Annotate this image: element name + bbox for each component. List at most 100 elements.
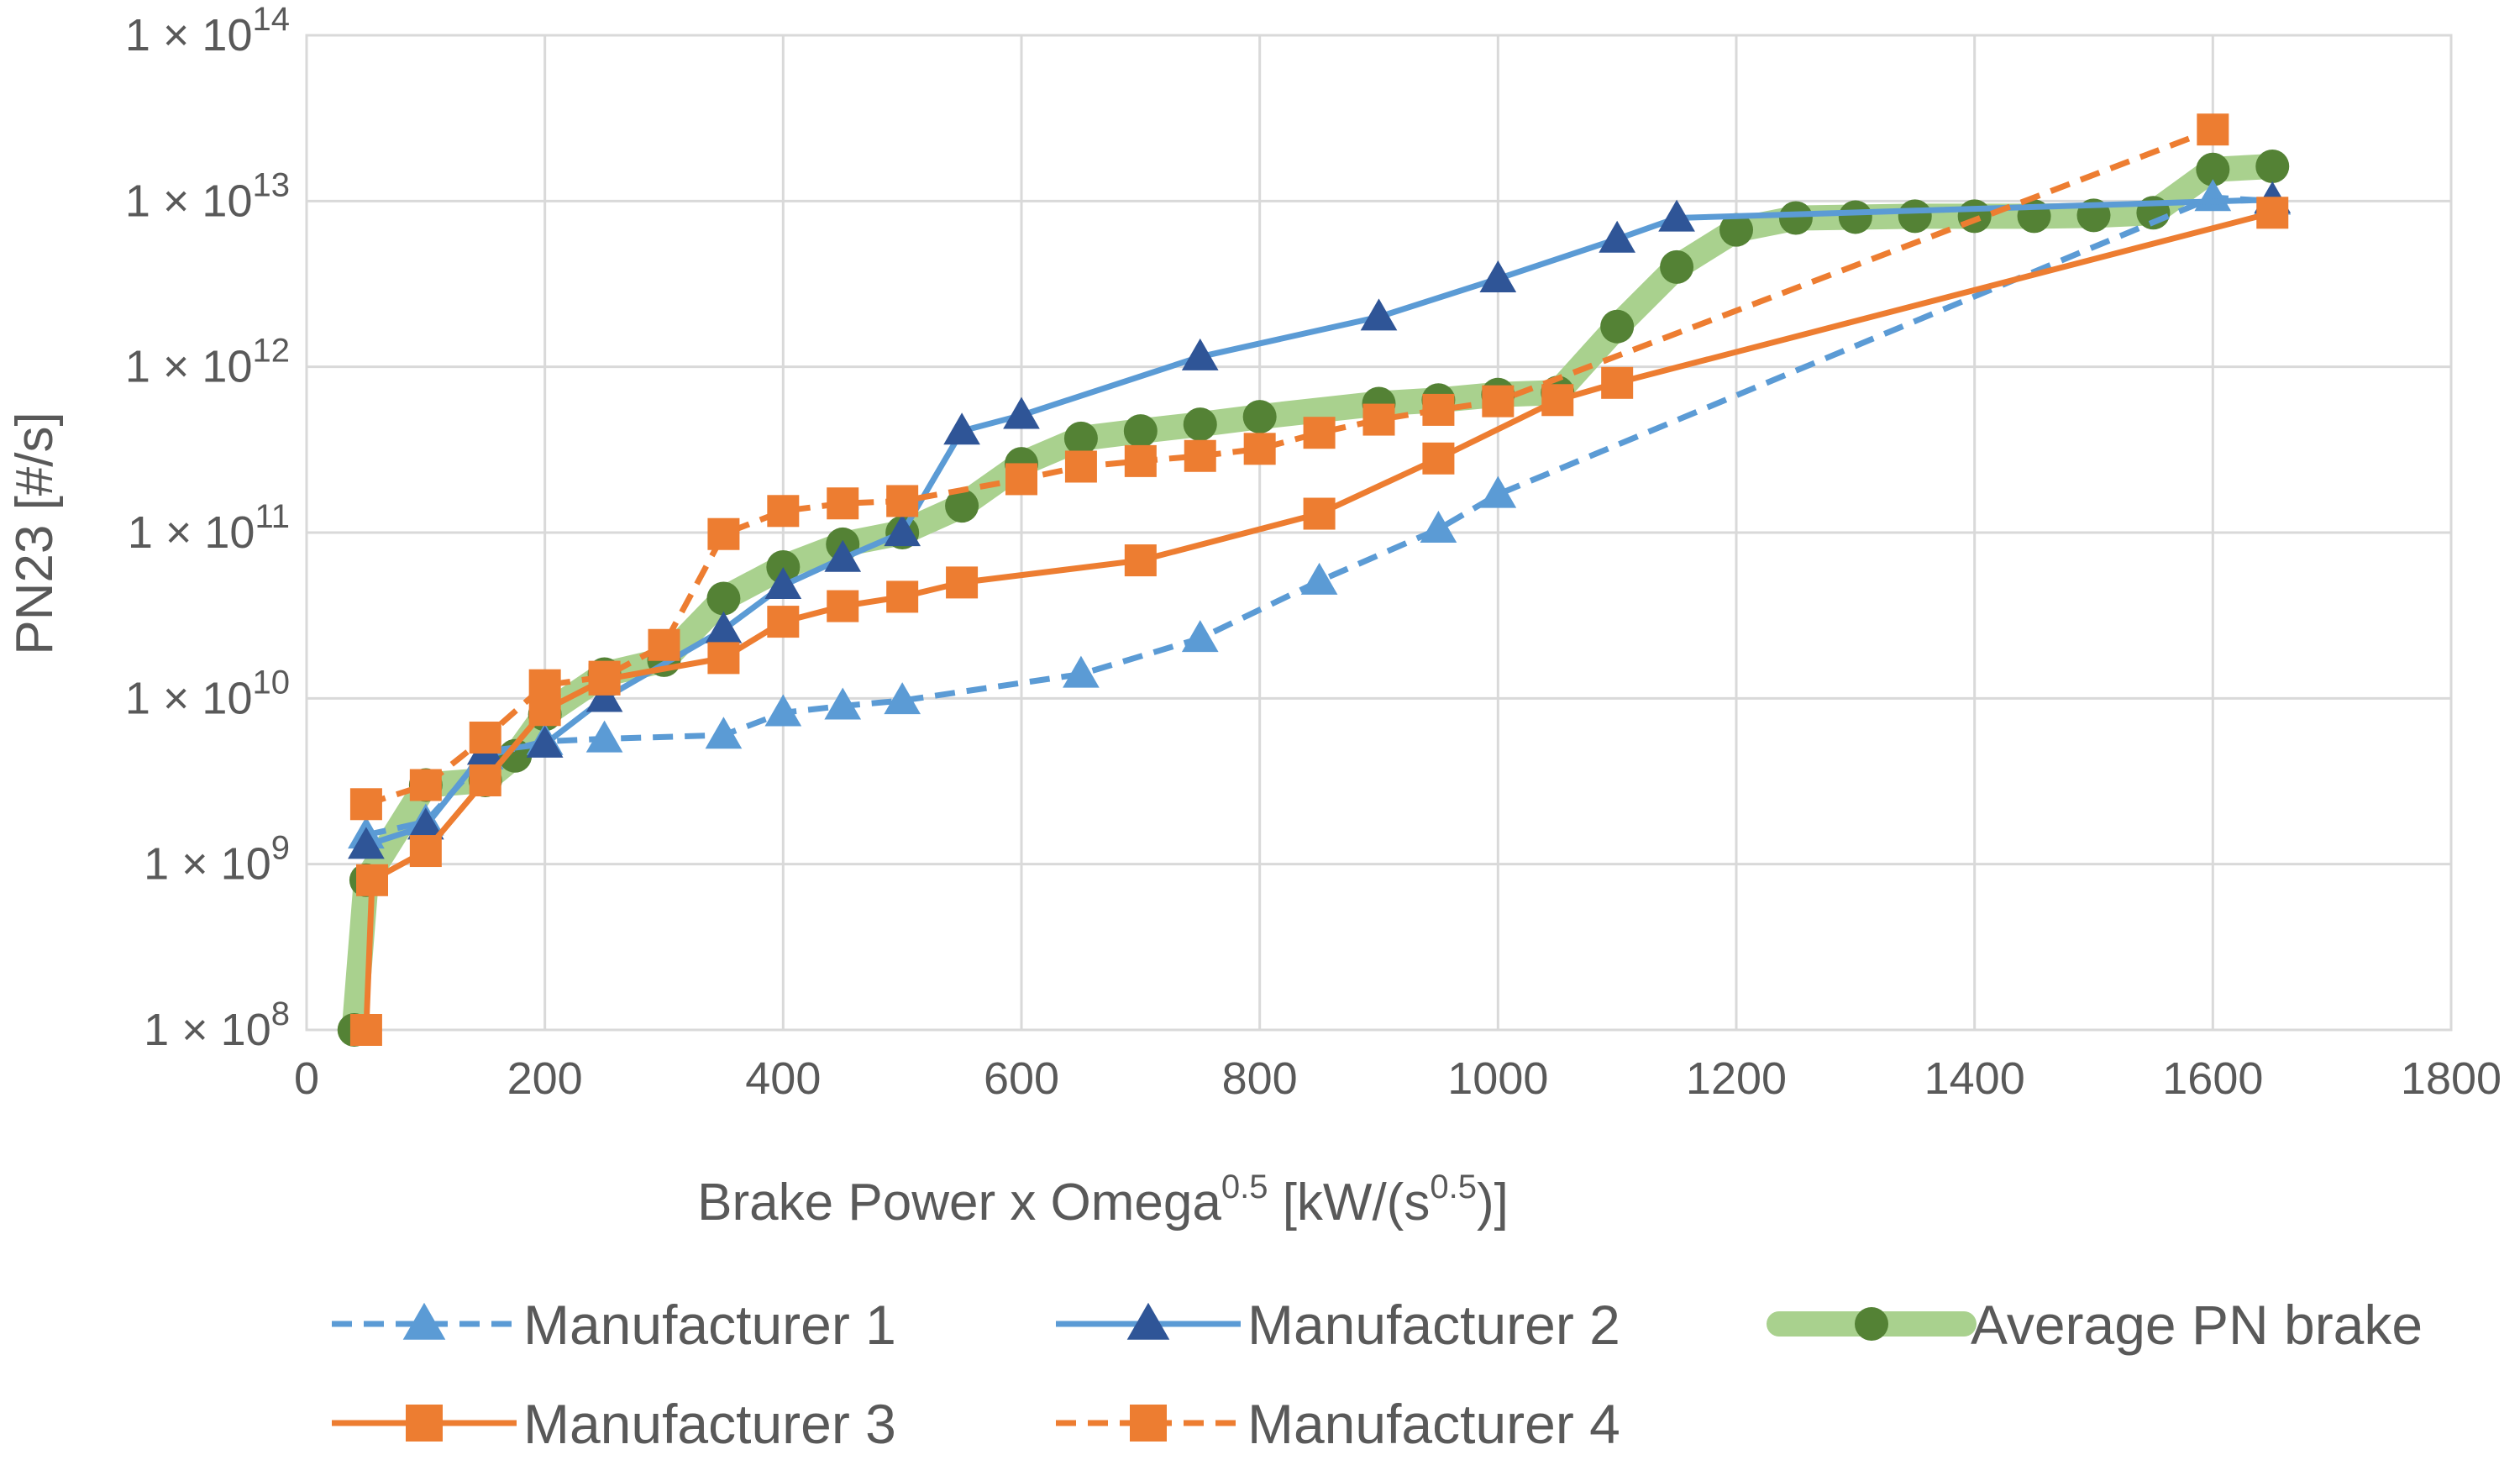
data-point-manufacturer-1 [1420,510,1457,543]
data-point-manufacturer-4 [1482,385,1515,418]
data-point-manufacturer-1 [705,717,743,749]
data-point-manufacturer-3 [827,590,859,622]
y-tick-exponent: 12 [253,333,291,370]
legend-item-manufacturer-2: Manufacturer 2 [1056,1294,1620,1356]
x-axis-title-base: Brake Power x Omega [697,1174,1221,1232]
legend-item-manufacturer-4: Manufacturer 4 [1056,1393,1620,1455]
data-point-manufacturer-1 [1181,620,1219,653]
data-point-manufacturer-4 [1064,450,1097,483]
y-tick-mantissa: 1 × 10 [144,1005,271,1055]
y-tick-label: 1 × 1011 [128,498,290,558]
x-tick-label: 0 [294,1053,319,1104]
data-point-average-pn-brake [1957,199,1992,234]
data-point-manufacturer-1 [824,687,862,720]
legend-item-manufacturer-1: Manufacturer 1 [332,1294,896,1356]
legend-swatch-marker [1126,1302,1170,1340]
x-tick-label: 1400 [1924,1053,2025,1104]
y-tick-exponent: 13 [253,166,291,203]
data-point-manufacturer-1 [884,682,921,715]
y-tick-mantissa: 1 × 10 [125,10,253,60]
data-point-manufacturer-3 [1541,384,1574,417]
data-point-average-pn-brake [1242,400,1277,434]
data-point-manufacturer-3 [707,642,740,675]
data-point-manufacturer-4 [1303,417,1336,449]
series-manufacturer-4 [349,113,2229,821]
data-point-average-pn-brake [766,549,801,584]
plot-frame [305,34,2453,1032]
data-point-manufacturer-4 [886,485,919,517]
y-tick-mantissa: 1 × 10 [125,176,253,226]
data-point-manufacturer-3 [767,606,800,638]
data-point-manufacturer-1 [1300,562,1338,595]
data-point-manufacturer-1 [764,694,802,727]
data-point-manufacturer-4 [409,769,442,801]
data-point-manufacturer-4 [707,517,740,550]
y-tick-exponent: 11 [255,498,290,535]
legend-item-manufacturer-3: Manufacturer 3 [332,1393,896,1455]
data-point-manufacturer-3 [409,835,442,868]
data-point-manufacturer-3 [469,764,501,796]
data-point-manufacturer-3 [886,580,919,613]
data-point-manufacturer-3 [1303,497,1336,530]
legend-label: Manufacturer 2 [1247,1294,1620,1356]
data-point-manufacturer-1 [585,720,623,753]
x-axis-title: Brake Power x Omega0.5 [kW/(s0.5)] [697,1169,1509,1232]
data-point-manufacturer-4 [528,669,561,701]
x-axis-title-sup: 0.5 [1221,1169,1268,1205]
legend: Manufacturer 1 Manufacturer 2 Average PN b… [332,1294,2423,1455]
plot-grid [305,34,2453,1032]
data-point-manufacturer-1 [1479,475,1517,508]
legend-swatch-marker [1130,1405,1167,1442]
series-line-average-pn-brake [341,153,2286,1042]
data-point-average-pn-brake [1123,414,1158,449]
y-tick-label: 1 × 1012 [125,333,290,392]
x-tick-label: 1200 [1686,1053,1787,1104]
data-point-manufacturer-2 [585,680,623,712]
x-axis-title-tail2: )] [1477,1174,1509,1232]
legend-label: Manufacturer 4 [1247,1393,1620,1455]
data-point-manufacturer-2 [1479,260,1517,292]
data-point-average-pn-brake [945,489,979,523]
y-tick-exponent: 14 [253,1,291,38]
data-point-manufacturer-4 [1184,439,1216,472]
x-axis-title-sup2: 0.5 [1430,1169,1477,1205]
data-point-manufacturer-2 [824,539,862,572]
legend-item-average-pn-brake: Average PN brake [1767,1294,2423,1356]
y-tick-mantissa: 1 × 10 [125,673,253,723]
x-tick-label: 1000 [1447,1053,1548,1104]
y-tick-label: 1 × 1013 [125,166,290,226]
data-point-average-pn-brake [1778,201,1813,235]
data-point-manufacturer-3 [1124,544,1157,577]
legend-swatch-marker [406,1405,443,1442]
data-point-manufacturer-3 [2256,197,2289,229]
data-point-manufacturer-2 [884,514,921,547]
y-tick-label: 1 × 1014 [125,1,290,60]
data-point-manufacturer-2 [705,611,743,643]
data-point-manufacturer-4 [588,660,621,693]
data-point-manufacturer-2 [1360,298,1398,331]
data-point-average-pn-brake [1660,249,1694,284]
data-point-average-pn-brake [1600,309,1635,344]
y-tick-mantissa: 1 × 10 [128,507,255,558]
data-point-manufacturer-4 [767,495,800,528]
x-axis-title-tail1: [kW/(s [1268,1174,1430,1232]
legend-swatch-marker [402,1302,446,1340]
series-line-manufacturer-4 [365,126,2214,807]
y-tick-label: 1 × 109 [144,830,290,890]
data-point-manufacturer-4 [1243,433,1276,465]
data-point-manufacturer-2 [1181,338,1219,370]
data-point-manufacturer-4 [1422,393,1455,426]
data-point-manufacturer-4 [469,722,501,754]
x-tick-label: 200 [507,1053,583,1104]
data-point-manufacturer-3 [1601,366,1634,399]
data-point-average-pn-brake [1898,199,1932,234]
data-point-manufacturer-2 [407,807,444,840]
series-manufacturer-3 [349,197,2289,1046]
data-point-manufacturer-4 [349,788,382,821]
data-point-manufacturer-4 [648,628,680,661]
series-line-manufacturer-3 [363,209,2274,1031]
legend-label: Manufacturer 3 [523,1393,896,1455]
series-line-manufacturer-1 [365,194,2273,838]
